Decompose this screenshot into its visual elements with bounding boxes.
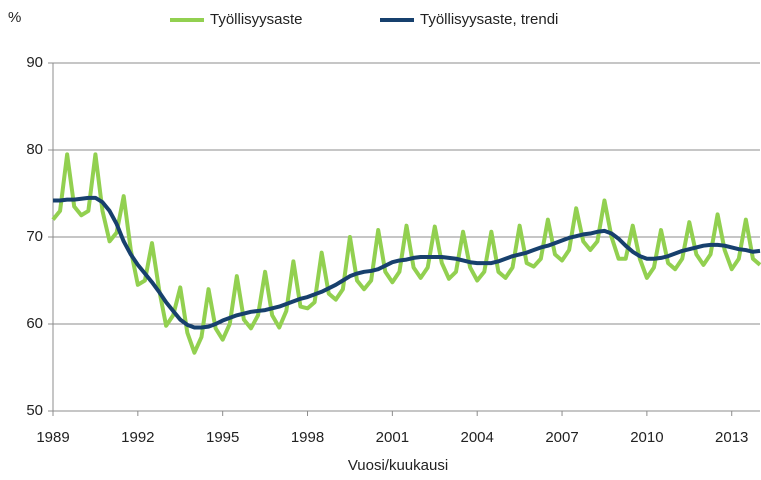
y-tick-label: 50 — [26, 402, 43, 419]
x-tick-label: 1992 — [121, 429, 154, 446]
x-tick-label: 1998 — [291, 429, 324, 446]
x-tick-label: 2010 — [630, 429, 663, 446]
x-tick-label: 2013 — [715, 429, 748, 446]
y-unit: % — [8, 9, 21, 26]
x-tick-label: 2001 — [376, 429, 409, 446]
legend-label: Työllisyysaste, trendi — [420, 11, 558, 28]
legend-label: Työllisyysaste — [210, 11, 303, 28]
x-tick-label: 2004 — [461, 429, 494, 446]
data-line — [53, 195, 761, 330]
x-tick-label: 1995 — [206, 429, 239, 446]
y-tick-label: 80 — [26, 141, 43, 158]
y-tick-label: 60 — [26, 315, 43, 332]
x-tick-label: 2007 — [545, 429, 578, 446]
x-tick-label: 1989 — [36, 429, 69, 446]
x-axis-title: Vuosi/kuukausi — [348, 457, 448, 474]
y-tick-label: 90 — [26, 54, 43, 71]
y-tick-label: 70 — [26, 228, 43, 245]
data-line — [51, 152, 761, 355]
